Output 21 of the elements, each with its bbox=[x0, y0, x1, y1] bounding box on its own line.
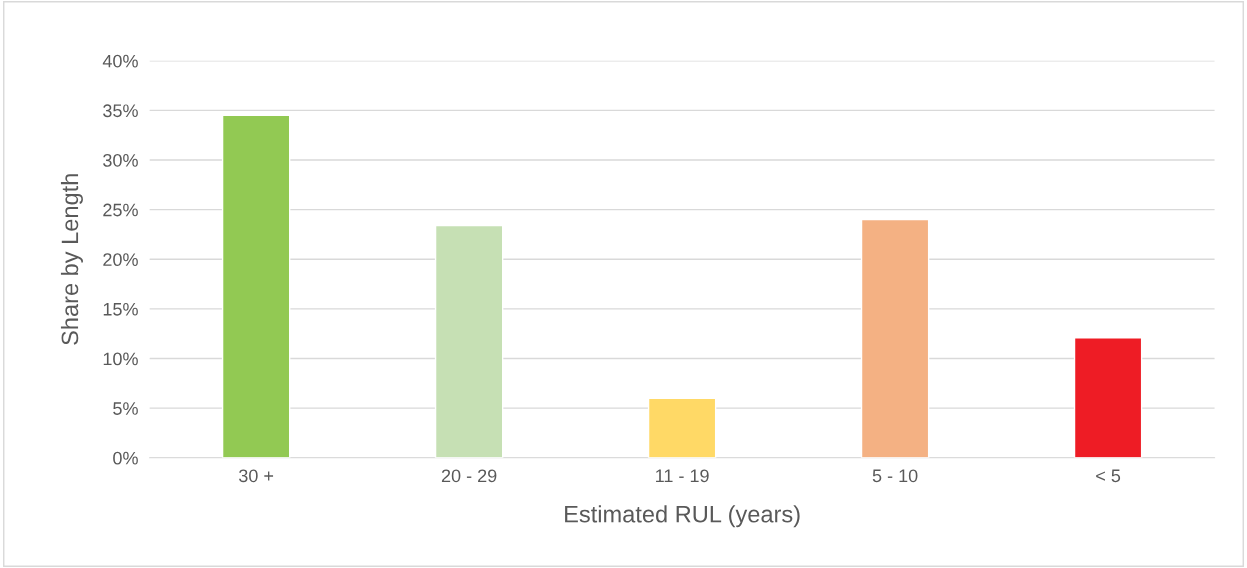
y-tick-label: 35% bbox=[103, 104, 138, 118]
x-tick-label: 5 - 10 bbox=[872, 469, 918, 483]
y-tick-label: 10% bbox=[103, 352, 138, 366]
y-tick-label: 20% bbox=[103, 253, 138, 267]
bar bbox=[221, 114, 291, 458]
bar bbox=[434, 224, 504, 458]
x-axis-title: Estimated RUL (years) bbox=[565, 505, 800, 528]
y-axis-title: Share by Length bbox=[60, 174, 83, 345]
bar bbox=[647, 397, 717, 458]
x-tick-label: 30 + bbox=[239, 469, 274, 483]
bar bbox=[1073, 337, 1143, 458]
bar bbox=[860, 218, 930, 458]
y-tick-label: 5% bbox=[113, 402, 138, 415]
x-tick-label: 20 - 29 bbox=[441, 469, 497, 483]
y-tick-label: 0% bbox=[113, 451, 138, 465]
y-tick-label: 40% bbox=[102, 54, 138, 68]
y-tick-label: 30% bbox=[103, 153, 138, 167]
y-tick-label: 25% bbox=[103, 203, 138, 217]
x-tick-label: < 5 bbox=[1096, 469, 1121, 483]
y-tick-label: 15% bbox=[103, 302, 138, 316]
x-tick-label: 11 - 19 bbox=[656, 469, 709, 483]
